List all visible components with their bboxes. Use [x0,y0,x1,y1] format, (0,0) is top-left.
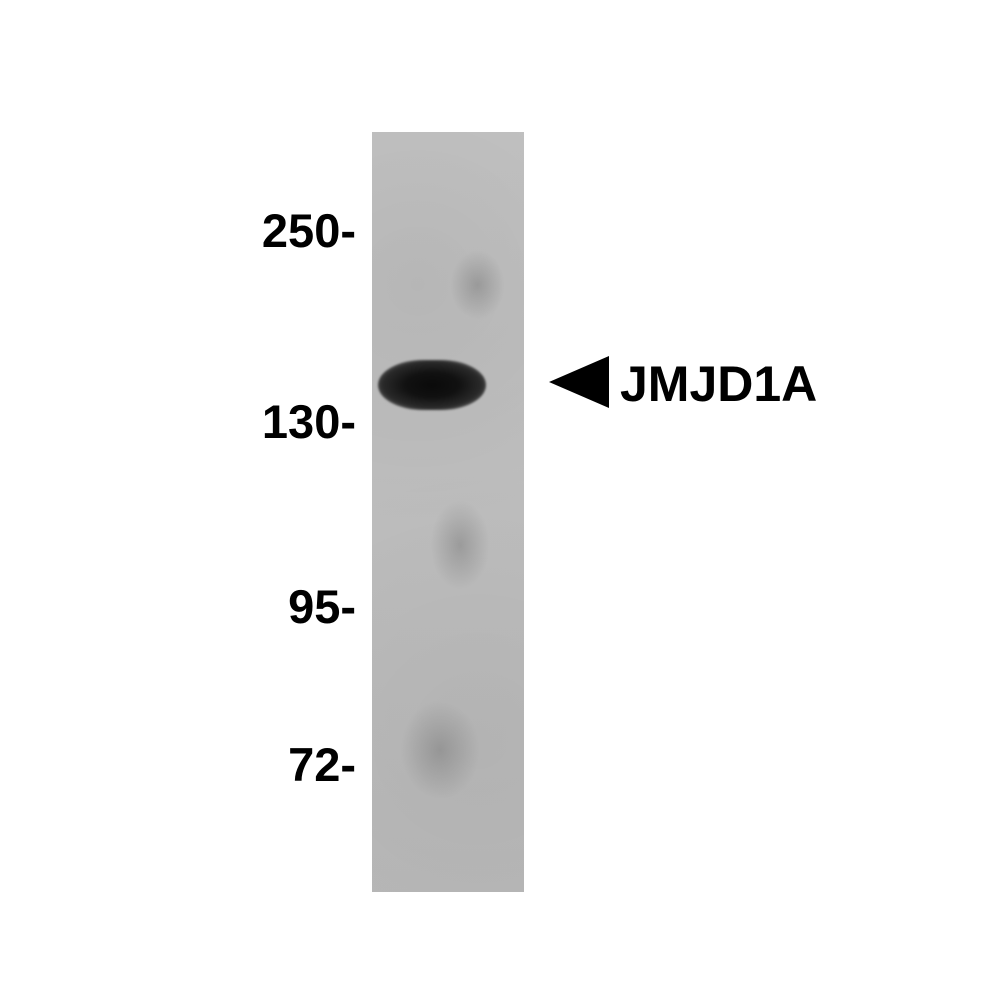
lane-smudge [400,700,480,800]
western-blot-figure: 250- 130- 95- 72- JMJD1A [0,0,1000,1000]
mw-marker-value: 250 [262,204,340,257]
band-arrow-icon [547,354,611,410]
lane-smudge [430,500,490,590]
mw-marker-value: 130 [262,395,340,448]
lane-smudge [450,250,505,320]
mw-marker-label: 72- [288,737,356,792]
mw-marker-label: 250- [262,203,356,258]
mw-marker-label: 130- [262,394,356,449]
mw-marker-value: 95 [288,580,340,633]
protein-band [378,360,486,410]
band-label: JMJD1A [620,355,817,413]
mw-marker-value: 72 [288,738,340,791]
mw-marker-label: 95- [288,579,356,634]
